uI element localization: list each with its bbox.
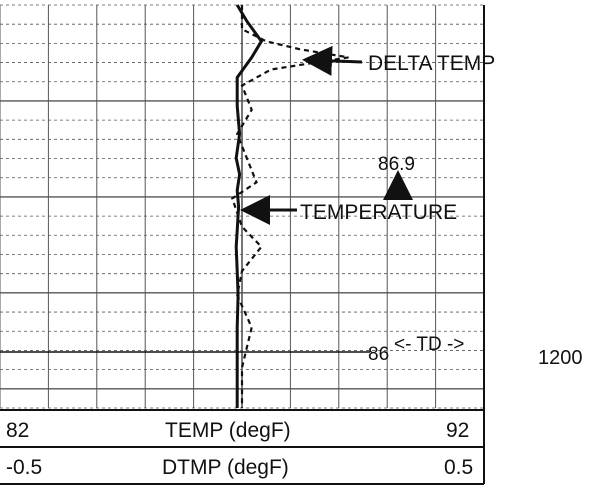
delta-temp-label: DELTA TEMP	[368, 52, 495, 75]
temp-scale-title: TEMP (degF)	[165, 419, 291, 442]
depth-1200-label: 1200	[538, 347, 583, 369]
td-marker-label: <- TD ->	[394, 334, 464, 355]
temp-scale-max: 92	[446, 419, 469, 442]
temperature-curve	[234, 4, 264, 408]
dtmp-scale-title: DTMP (degF)	[162, 456, 289, 479]
dtmp-scale-max: 0.5	[444, 456, 473, 479]
delta-temp-arrow	[302, 45, 363, 76]
dtmp-scale-min: -0.5	[6, 456, 42, 479]
value-86-label: 86	[368, 344, 389, 365]
grid	[0, 4, 485, 409]
value-869-label: 86.9	[378, 154, 415, 175]
temperature-label: TEMPERATURE	[300, 201, 457, 224]
temp-scale-min: 82	[6, 419, 29, 442]
